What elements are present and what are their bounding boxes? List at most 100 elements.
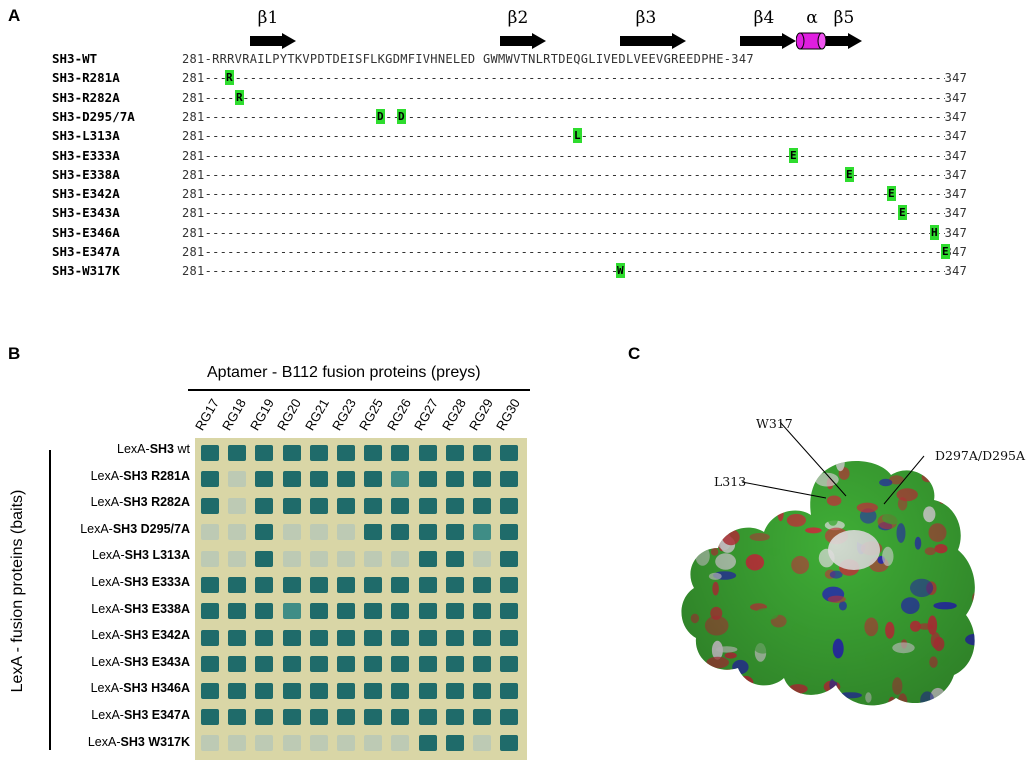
surface-patch	[965, 544, 975, 555]
colony-spot	[255, 735, 274, 752]
colony-spot	[309, 709, 328, 725]
surface-patch	[997, 571, 1003, 589]
colony-spot	[391, 445, 410, 461]
prey-column-header: RG27	[411, 396, 442, 433]
start-residue: 281	[182, 245, 205, 259]
prey-column-header: RG17	[192, 396, 222, 433]
conserved-dashes: ----------------------------------------…	[204, 90, 945, 105]
colony-spot	[473, 524, 491, 541]
colony-spot	[309, 603, 328, 620]
alpha-label: α	[806, 8, 818, 28]
bait-variant: H346A	[151, 681, 190, 696]
colony-spot	[201, 735, 219, 752]
bait-domain: SH3	[123, 654, 149, 669]
surface-patch	[969, 524, 975, 533]
bait-row-label: LexA-SH3 E338A	[91, 602, 190, 616]
alignment-row: SH3-R281A 281----------------------------…	[52, 69, 1036, 87]
prey-column-header: RG28	[438, 396, 469, 433]
surface-patch	[788, 460, 796, 476]
colony-spot	[473, 550, 491, 567]
surface-patch	[716, 496, 725, 506]
colony-spot	[337, 524, 355, 541]
colony-spot	[282, 603, 301, 620]
colony-spot	[391, 471, 410, 488]
colony-spot	[201, 629, 219, 646]
conserved-dashes: ----------------------------------------…	[204, 245, 945, 259]
colony-spot	[364, 497, 383, 514]
colony-spot	[309, 577, 328, 593]
colony-spot	[255, 471, 274, 488]
colony-spot	[309, 471, 328, 488]
colony-spot	[337, 550, 355, 567]
bait-domain: SH3	[123, 681, 148, 696]
end-residue: 347	[944, 225, 968, 240]
d297a-d295a-label: D297A/D295A	[935, 448, 1026, 463]
colony-spot	[364, 603, 383, 620]
colony-spot	[228, 629, 247, 646]
preys-title: Aptamer - B112 fusion proteins (preys)	[207, 364, 481, 381]
bait-variant: R282A	[151, 495, 190, 510]
colony-spot	[445, 682, 464, 699]
colony-spot	[228, 603, 247, 620]
bait-row-label: LexA-SH3 E342A	[91, 628, 190, 642]
prey-column-header: RG25	[356, 396, 387, 433]
mutated-residue: R	[225, 70, 234, 86]
construct-name: SH3-R281A	[52, 70, 120, 86]
colony-spot	[201, 550, 219, 567]
sh3-surface-render	[681, 421, 1009, 717]
colony-spot	[337, 471, 355, 488]
colony-spot	[418, 735, 437, 752]
colony-spot	[364, 629, 383, 646]
colony-spot	[337, 445, 355, 461]
surface-patch	[713, 681, 724, 693]
colony-spot	[282, 709, 301, 725]
surface-patch	[965, 503, 975, 520]
construct-name: SH3-WT	[52, 51, 98, 66]
colony-spot	[309, 656, 328, 673]
bait-row-label: LexA-SH3 H346A	[91, 681, 190, 695]
construct-name: SH3-R282A	[52, 89, 120, 105]
surface-patch	[795, 478, 810, 486]
sequence-alignment-panel: β1 β2 β3 β4 α β5 SH3-WT 281-RRRVRAILPYTKV…	[0, 0, 1036, 300]
colony-spot	[473, 445, 491, 461]
surface-patch	[826, 695, 846, 706]
surface-patch	[977, 701, 985, 717]
colony-spot	[228, 497, 247, 514]
colony-spot	[337, 656, 355, 673]
colony-spot	[309, 550, 328, 567]
colony-spot	[418, 577, 437, 593]
start-residue: 281	[182, 148, 205, 163]
mutant-sequence: 281-------------------------------------…	[182, 69, 967, 87]
colony-spot	[445, 497, 464, 514]
colony-spot	[391, 497, 410, 514]
surface-patch	[990, 546, 1009, 565]
colony-spot	[473, 471, 491, 488]
bait-variant: L313A	[152, 548, 190, 563]
colony-spot	[500, 471, 519, 488]
beta2-arrow	[500, 33, 546, 49]
start-residue: 281	[182, 90, 205, 105]
colony-spot	[282, 682, 301, 699]
bait-variant: wt	[177, 442, 191, 456]
mutant-sequence: 281-------------------------------------…	[182, 243, 967, 261]
surface-patch	[759, 499, 768, 508]
end-residue: 347	[944, 71, 968, 86]
bait-variant: W317K	[148, 734, 190, 749]
bait-row-label: LexA-SH3 wt	[117, 442, 190, 456]
start-residue: 281	[182, 109, 205, 124]
construct-name: SH3-D295/7A	[52, 108, 135, 124]
surface-patch	[985, 538, 999, 551]
prey-column-header: RG29	[466, 396, 496, 433]
colony-spot	[337, 603, 355, 620]
beta5-arrow	[826, 33, 862, 49]
colony-spot	[201, 577, 219, 593]
surface-patch	[994, 503, 1002, 509]
colony-spot	[364, 445, 383, 461]
colony-spot	[255, 656, 274, 673]
conserved-dashes: ----------------------------------------…	[204, 206, 945, 221]
bait-row-label: LexA-SH3 E347A	[91, 708, 190, 722]
bait-variant: E333A	[151, 575, 190, 589]
colony-spot	[201, 524, 219, 541]
colony-spot	[309, 497, 328, 514]
mutated-residue: D	[397, 108, 406, 124]
